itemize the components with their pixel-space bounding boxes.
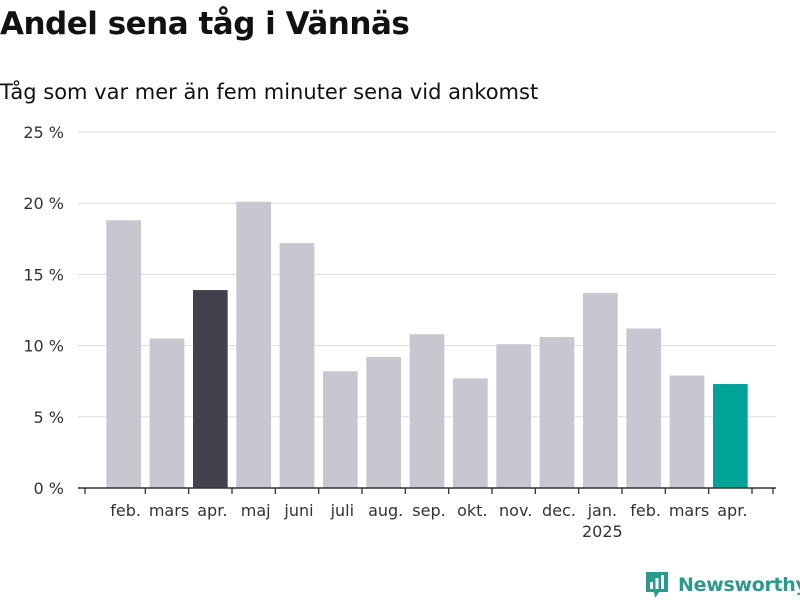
chart-title: Andel sena tåg i Vännäs bbox=[0, 6, 410, 42]
x-tick-label: dec. bbox=[542, 501, 576, 520]
bar bbox=[279, 243, 315, 488]
bar bbox=[323, 371, 358, 488]
x-tick-label: jan. bbox=[587, 501, 617, 520]
x-axis bbox=[78, 487, 776, 494]
x-tick-label: aug. bbox=[368, 501, 403, 520]
bar bbox=[669, 375, 705, 488]
y-axis-tick-labels: 0 % 5 % 10 % 15 % 20 % 25 % bbox=[23, 123, 64, 498]
bar bbox=[236, 201, 271, 488]
bar bbox=[453, 378, 488, 488]
bar bbox=[626, 328, 661, 488]
bar bbox=[106, 220, 141, 488]
x-tick-label: okt. bbox=[457, 501, 487, 520]
x-axis-tick-labels: feb. mars apr. maj juni juli aug. sep. okt. nov. d… bbox=[110, 501, 747, 541]
x-tick-label: apr. bbox=[717, 501, 747, 520]
brand-logo[interactable]: Newsworthy bbox=[644, 570, 800, 600]
x-tick-label: juli bbox=[330, 501, 354, 520]
bar bbox=[193, 290, 228, 488]
y-tick-label: 5 % bbox=[34, 408, 64, 427]
x-tick-label: juni bbox=[283, 501, 313, 520]
chart-subtitle: Tåg som var mer än fem minuter sena vid … bbox=[0, 80, 539, 104]
bar bbox=[539, 337, 575, 488]
x-tick-label: apr. bbox=[197, 501, 227, 520]
y-tick-label: 20 % bbox=[23, 194, 64, 213]
x-year-label: 2025 bbox=[582, 522, 623, 541]
x-tick-label: nov. bbox=[499, 501, 532, 520]
y-tick-label: 10 % bbox=[23, 337, 64, 356]
x-tick-label: mars bbox=[149, 501, 189, 520]
bar-chart: 0 %5 %10 %15 %20 %25 % feb. mars apr. maj ju… bbox=[23, 123, 776, 541]
bar bbox=[409, 334, 445, 488]
x-tick-label: mars bbox=[669, 501, 709, 520]
x-tick-label: feb. bbox=[110, 501, 141, 520]
newsworthy-logo-icon bbox=[646, 572, 668, 598]
bar bbox=[496, 344, 531, 488]
x-tick-label: maj bbox=[241, 501, 271, 520]
y-tick-label: 25 % bbox=[23, 123, 64, 142]
bar bbox=[713, 384, 748, 488]
y-tick-label: 0 % bbox=[34, 479, 64, 498]
bar bbox=[149, 338, 185, 488]
brand-name: Newsworthy bbox=[678, 574, 800, 596]
bar bbox=[366, 356, 401, 488]
bar bbox=[583, 292, 618, 488]
x-tick-label: sep. bbox=[412, 501, 445, 520]
x-tick-label: feb. bbox=[630, 501, 661, 520]
y-tick-label: 15 % bbox=[23, 265, 64, 284]
bars bbox=[106, 201, 748, 488]
